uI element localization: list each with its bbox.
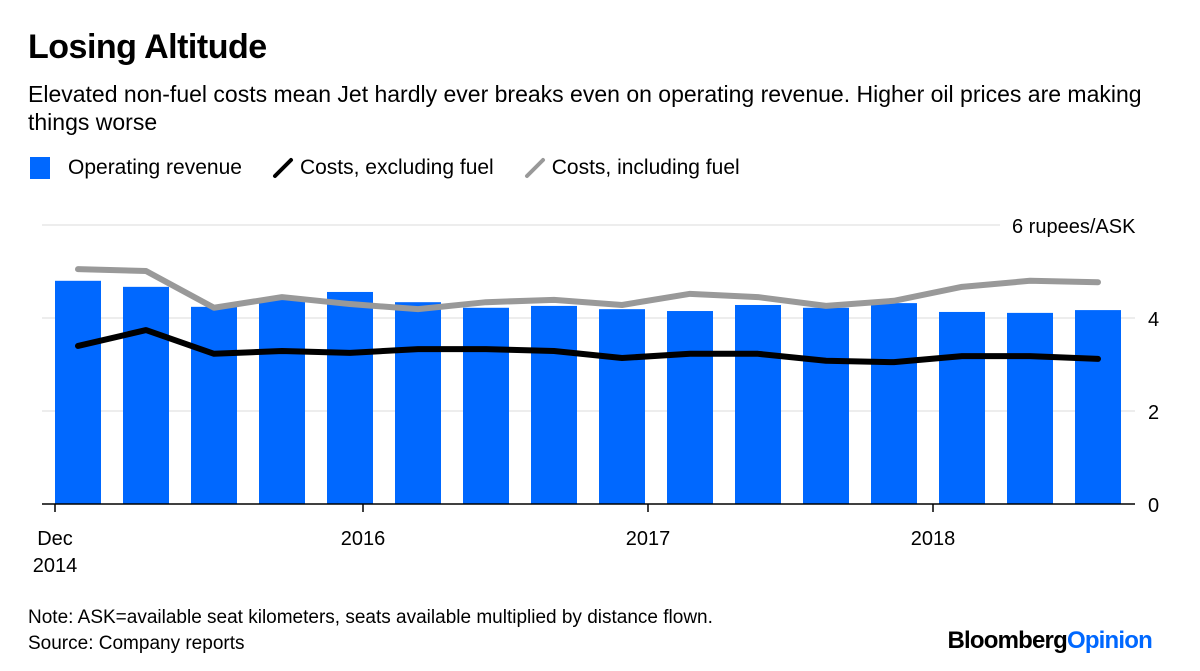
bar-operating-revenue	[871, 303, 917, 504]
y-tick-label: 2	[1148, 402, 1159, 424]
legend-item-costs-excluding-fuel: Costs, excluding fuel	[272, 156, 494, 180]
bar-operating-revenue	[395, 302, 441, 504]
x-tick-label: 2016	[341, 528, 386, 550]
brand-opinion: Opinion	[1066, 627, 1153, 654]
legend-item-costs-including-fuel: Costs, including fuel	[524, 156, 740, 180]
line-costs-including-fuel	[75, 266, 1101, 313]
x-tick-label: 2014	[33, 555, 78, 577]
y-tick-label: 4	[1148, 309, 1159, 331]
bar-operating-revenue	[463, 307, 509, 504]
bar-operating-revenue	[599, 309, 645, 504]
bar-operating-revenue	[191, 306, 237, 504]
legend-swatch-bar	[30, 157, 50, 179]
axes: 0 2 4 6 rupees/ASK Dec 2014 2016 2017 2018	[33, 216, 1159, 577]
legend-label: Costs, excluding fuel	[299, 156, 494, 179]
footnote: Note: ASK=available seat kilometers, sea…	[28, 605, 713, 657]
chart-subtitle: Elevated non-fuel costs mean Jet hardly …	[28, 81, 1142, 135]
revenue-bars	[55, 280, 1121, 504]
x-tick-label: Dec	[37, 528, 73, 550]
bar-operating-revenue	[259, 299, 305, 504]
legend-label: Costs, including fuel	[551, 156, 740, 179]
bloomberg-opinion-logo: BloombergOpinion	[947, 627, 1152, 655]
legend-swatch-line-gray	[524, 158, 545, 178]
legend-swatch-line-black	[272, 158, 293, 178]
bar-operating-revenue	[531, 305, 577, 504]
note-text: Note: ASK=available seat kilometers, sea…	[28, 607, 713, 628]
x-tick-label: 2018	[911, 528, 956, 550]
y-tick-label: 6 rupees/ASK	[1012, 216, 1136, 238]
line-costs-excluding-fuel	[75, 327, 1101, 366]
bar-operating-revenue	[667, 311, 713, 504]
x-tick-label: 2017	[626, 528, 671, 550]
bar-operating-revenue	[1075, 310, 1121, 504]
bar-operating-revenue	[803, 307, 849, 504]
bar-operating-revenue	[1007, 312, 1053, 504]
bar-operating-revenue	[735, 304, 781, 504]
source-text: Source: Company reports	[28, 633, 245, 654]
bar-operating-revenue	[123, 286, 169, 504]
brand-bloomberg: Bloomberg	[947, 627, 1067, 654]
y-tick-label: 0	[1148, 495, 1159, 517]
cost-lines	[75, 266, 1101, 366]
legend: Operating revenue Costs, excluding fuel …	[30, 156, 770, 180]
legend-item-operating-revenue: Operating revenue	[30, 156, 242, 180]
bar-operating-revenue	[939, 311, 985, 504]
legend-label: Operating revenue	[68, 156, 242, 179]
chart-title: Losing Altitude	[28, 28, 267, 66]
bar-operating-revenue	[55, 280, 101, 504]
bar-operating-revenue	[327, 291, 373, 504]
